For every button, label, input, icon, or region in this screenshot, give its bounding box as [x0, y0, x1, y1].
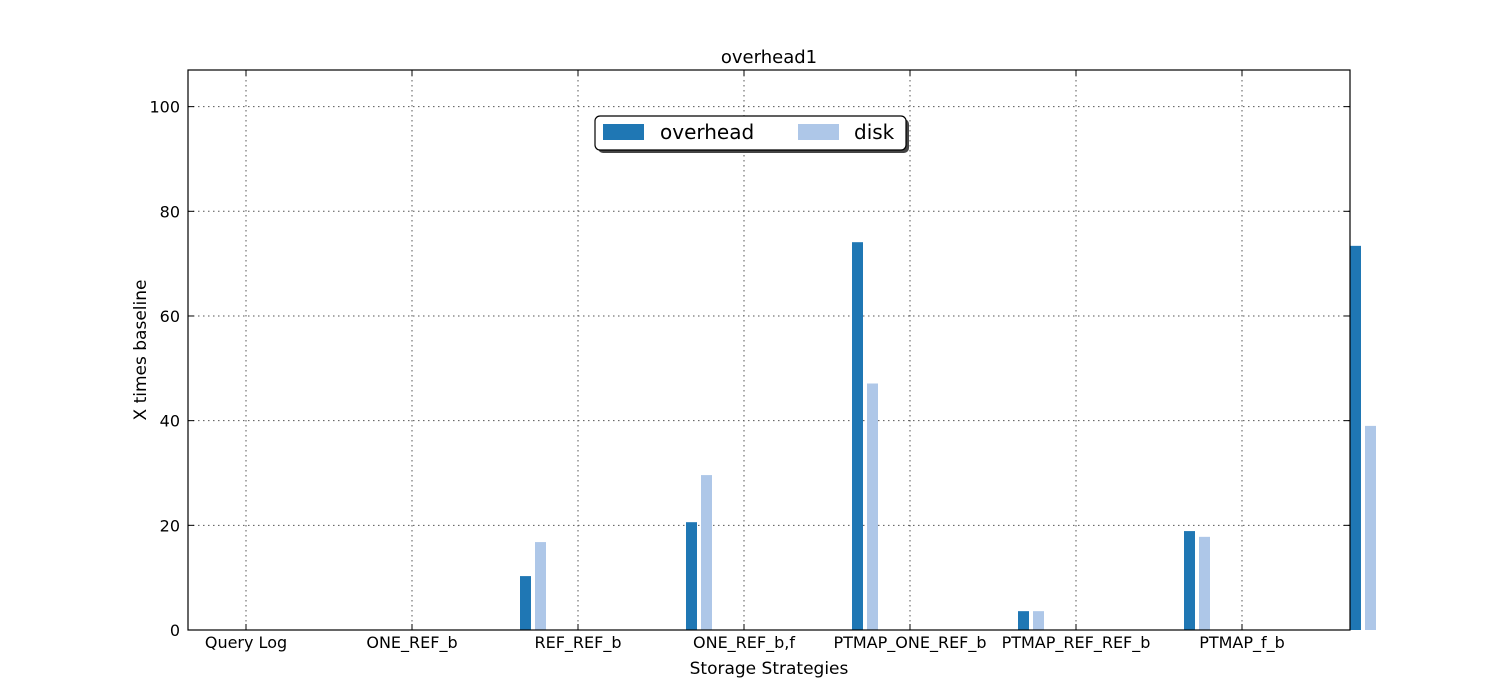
- legend-swatch-overhead: [603, 124, 644, 140]
- legend: overhead disk: [594, 115, 909, 153]
- grid: [188, 70, 1350, 631]
- bar-overhead-4: [1018, 611, 1029, 630]
- y-tick-label: 100: [149, 98, 180, 117]
- bar-overhead-3: [852, 242, 863, 630]
- x-tick-label: Query Log: [205, 633, 287, 652]
- legend-label-disk: disk: [854, 120, 895, 144]
- x-tick-label: PTMAP_ONE_REF_b: [833, 633, 986, 653]
- y-axis-title: X times baseline: [131, 280, 151, 421]
- bar-overhead-1: [520, 576, 531, 630]
- legend-label-overhead: overhead: [660, 120, 754, 144]
- bar-disk-5: [1199, 536, 1210, 630]
- y-tick-label: 80: [160, 202, 180, 221]
- bar-disk-4: [1033, 611, 1044, 630]
- x-tick-label: PTMAP_f_b: [1199, 633, 1285, 653]
- bar-overhead-6: [1350, 245, 1361, 630]
- y-tick-label: 20: [160, 516, 180, 535]
- legend-swatch-disk: [798, 124, 839, 140]
- bar-disk-6: [1365, 425, 1376, 630]
- bar-disk-1: [535, 542, 546, 630]
- x-tick-label: REF_REF_b: [534, 633, 621, 653]
- axis-ticks: 0 20 40 60 80 100 Query Log ONE_REF_b REF_REF_b O…: [149, 70, 1350, 653]
- y-tick-label: 60: [160, 307, 180, 326]
- bar-disk-2: [701, 475, 712, 630]
- y-tick-label: 0: [170, 621, 180, 640]
- y-tick-label: 40: [160, 412, 180, 431]
- bars: [520, 242, 1376, 630]
- bar-disk-3: [867, 383, 878, 630]
- x-tick-label: ONE_REF_b: [366, 633, 457, 653]
- chart-title: overhead1: [721, 47, 817, 68]
- plot-area-frame: [187, 69, 1351, 631]
- x-tick-label: PTMAP_REF_REF_b: [1002, 633, 1151, 653]
- bar-overhead-5: [1184, 531, 1195, 630]
- bar-overhead-2: [686, 522, 697, 630]
- x-axis-title: Storage Strategies: [690, 659, 849, 679]
- x-tick-label: ONE_REF_b,f: [693, 633, 795, 653]
